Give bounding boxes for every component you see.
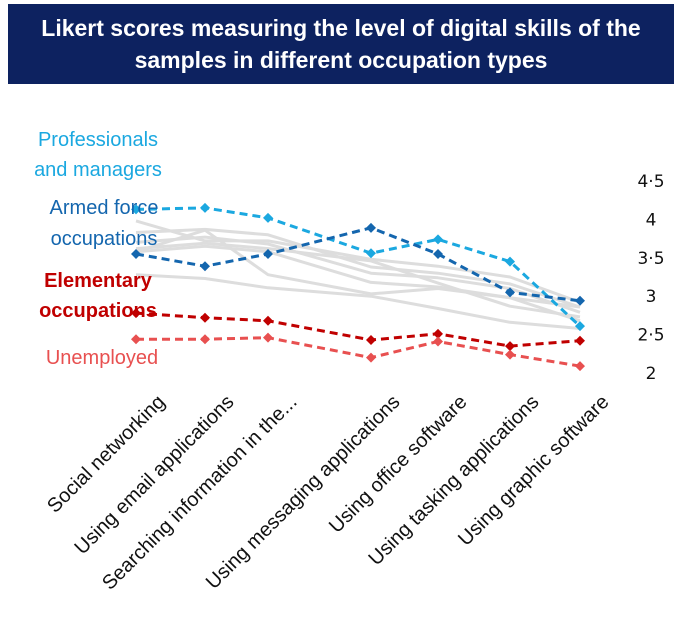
point-professionals-and-managers-4 [433, 234, 443, 245]
y-tick-label: 3·5 [637, 249, 664, 269]
point-professionals-and-managers-5 [505, 256, 515, 267]
point-professionals-and-managers-2 [263, 212, 273, 223]
point-unemployed-1 [200, 334, 210, 345]
background-series-line-4 [135, 219, 581, 304]
background-series-line-10 [135, 244, 581, 309]
series-label-armed-force-occupations-line-1: Armed force [50, 197, 159, 219]
point-armed-force-occupations-4 [433, 248, 443, 259]
point-unemployed-6 [575, 361, 585, 372]
point-unemployed-0 [131, 334, 141, 345]
point-elementary-occupations-6 [575, 335, 585, 346]
point-professionals-and-managers-6 [575, 321, 585, 332]
series-label-professionals-and-managers-line-1: Professionals [38, 129, 158, 151]
point-professionals-and-managers-0 [131, 204, 141, 215]
point-professionals-and-managers-3 [366, 248, 376, 259]
y-tick-label: 4·5 [637, 172, 664, 192]
chart-title-box: Likert scores measuring the level of dig… [8, 4, 674, 84]
series-label-elementary-occupations-line-1: Elementary [44, 270, 153, 292]
point-professionals-and-managers-1 [200, 202, 210, 213]
point-armed-force-occupations-1 [200, 261, 210, 272]
background-series-line-9 [135, 273, 581, 330]
point-unemployed-4 [433, 336, 443, 347]
point-armed-force-occupations-6 [575, 295, 585, 306]
highlighted-series-group [131, 202, 585, 372]
series-label-armed-force-occupations-line-2: occupations [51, 228, 158, 250]
y-axis: 4·5 4 3·5 3 2·5 2 [637, 172, 664, 384]
y-tick-label: 4 [646, 210, 657, 230]
y-tick-label: 3 [646, 287, 657, 307]
x-tick-label: Using office software [325, 391, 472, 538]
point-elementary-occupations-3 [366, 334, 376, 345]
series-labels: Professionals and managers Armed force occu… [34, 129, 162, 369]
series-label-elementary-occupations-line-2: occupations [39, 300, 157, 322]
point-elementary-occupations-1 [200, 312, 210, 323]
point-elementary-occupations-4 [433, 328, 443, 339]
point-unemployed-3 [366, 352, 376, 363]
point-armed-force-occupations-3 [366, 222, 376, 233]
point-armed-force-occupations-2 [263, 248, 273, 259]
background-series-line-7 [135, 241, 581, 319]
y-tick-label: 2 [646, 364, 657, 384]
point-elementary-occupations-0 [131, 308, 141, 319]
chart-title-line-1: Likert scores measuring the level of dig… [41, 15, 641, 41]
point-elementary-occupations-5 [505, 341, 515, 352]
series-label-unemployed-line-1: Unemployed [46, 347, 158, 369]
background-series-group [135, 219, 581, 330]
point-unemployed-2 [263, 332, 273, 343]
series-label-professionals-and-managers-line-2: and managers [34, 159, 162, 181]
x-tick-label: Social networking [43, 391, 169, 517]
point-elementary-occupations-2 [263, 315, 273, 326]
series-line-unemployed [136, 336, 581, 368]
point-unemployed-5 [505, 349, 515, 360]
chart-title-line-2: samples in different occupation types [134, 47, 548, 73]
point-armed-force-occupations-5 [505, 287, 515, 298]
point-armed-force-occupations-0 [131, 248, 141, 259]
y-tick-label: 2·5 [637, 326, 664, 346]
